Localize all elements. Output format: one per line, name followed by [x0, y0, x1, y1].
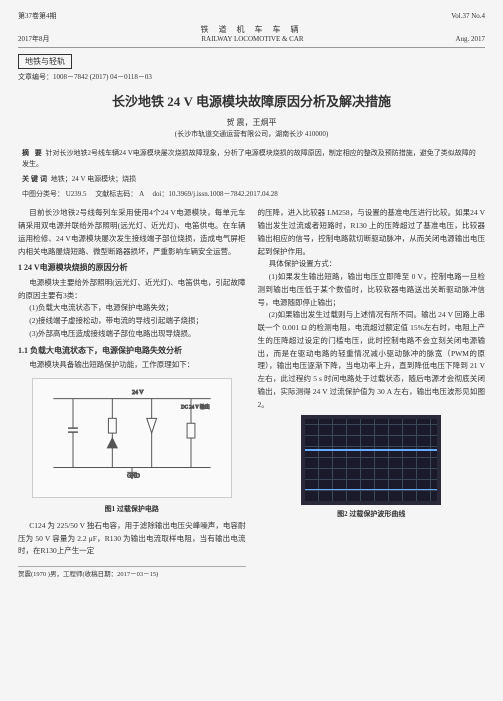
right-column: 的压降，进入比较器 LM258，与设置的基准电压进行比较。如果24 V输出发生过…	[258, 207, 486, 580]
figure-1-circuit: 24 V DC 24 V 输出 GND	[32, 378, 232, 498]
keywords: 关键词 地铁；24 V 电源模块；烧损	[18, 174, 485, 185]
classification-row: 中图分类号： U239.5 文献标志码： A doi：10.3969/j.iss…	[18, 190, 485, 200]
abstract-text: 针对长沙地铁2号线车辆24 V电源模块屡次烧损故障现象，分析了电源模块烧损的故障…	[22, 149, 476, 168]
category-tag: 地铁与轻轨	[18, 54, 72, 69]
section-1-1-heading: 1.1 负载大电流状态下，电源保护电路失效分析	[18, 344, 246, 358]
keywords-label: 关键词	[22, 175, 49, 183]
header-divider	[18, 47, 485, 48]
sec1-para: 电源模块主要给外部照明(远光灯、近光灯)、电笛供电，引起故障的原因主要有3类：	[18, 277, 246, 303]
author-footnote: 贺震(1970 )男，工程师(收稿日期：2017－03－15)	[18, 566, 246, 580]
doccode-label: 文献标志码：	[95, 190, 137, 198]
right-li2: (2)如果输出发生过载则与上述情况有所不同。输出 24 V 回路上串联一个 0.…	[258, 309, 486, 411]
date-en: Aug. 2017	[455, 35, 485, 45]
sec1-li1: (1)负载大电流状态下，电源保护电路失效；	[18, 302, 246, 315]
right-p1: 的压降，进入比较器 LM258，与设置的基准电压进行比较。如果24 V输出发生过…	[258, 207, 486, 258]
circuit-diagram-svg: 24 V DC 24 V 输出 GND	[33, 379, 231, 497]
date-cn: 2017年8月	[18, 35, 50, 45]
abstract: 摘 要 针对长沙地铁2号线车辆24 V电源模块屡次烧损故障现象，分析了电源模块烧…	[18, 148, 485, 170]
right-li1: (1)如果发生输出短路，输出电压立即降至 0 V，控制电路一旦检测到输出电压低于…	[258, 271, 486, 309]
clc-value: U239.5	[66, 190, 87, 198]
header-bottom: 2017年8月 RAILWAY LOCOMOTIVE & CAR Aug. 20…	[18, 35, 485, 45]
journal-title-cn: 铁 道 机 车 车 辆	[18, 24, 485, 35]
keywords-text: 地铁；24 V 电源模块；烧损	[51, 175, 136, 183]
doccode-value: A	[139, 190, 144, 198]
abstract-label: 摘 要	[22, 149, 44, 157]
sec1-li2: (2)接线端子虚接松动，带电流的导线引起端子烧损；	[18, 315, 246, 328]
header-top: 第37卷第4期 Vol.37 No.4	[18, 12, 485, 22]
sec1-li3: (3)外部高电压造成接线端子部位电路出现导烧损。	[18, 328, 246, 341]
clc-label: 中图分类号：	[22, 190, 64, 198]
section-1-heading: 1 24 V电源模块烧损的原因分析	[18, 261, 246, 275]
sec11-para2: C124 为 225/50 V 独石电容，用于滤除输出电压尖峰噪声，电容耐压为 …	[18, 520, 246, 558]
figure-2-caption: 图2 过载保护波形曲线	[258, 509, 486, 521]
oscilloscope-wave-baseline	[305, 489, 437, 490]
figure-1-caption: 图1 过载保护电路	[18, 504, 246, 516]
vol-issue-cn: 第37卷第4期	[18, 12, 57, 22]
paper-title: 长沙地铁 24 V 电源模块故障原因分析及解决措施	[18, 93, 485, 111]
figure-2-oscilloscope	[301, 415, 441, 505]
intro-para: 目前长沙地铁2号线每列车采用使用4个24 V电源模块，每单元车辆采用双电源并联给…	[18, 207, 246, 258]
circuit-label-24v: 24 V	[132, 390, 144, 396]
vol-en: Vol.37 No.4	[451, 12, 485, 22]
left-column: 目前长沙地铁2号线每列车采用使用4个24 V电源模块，每单元车辆采用双电源并联给…	[18, 207, 246, 580]
journal-title-en: RAILWAY LOCOMOTIVE & CAR	[50, 35, 456, 45]
sec11-para: 电源模块具备输出短路保护功能，工作原理如下：	[18, 359, 246, 372]
right-p2: 具体保护设置方式：	[258, 258, 486, 271]
circuit-label-dc: DC 24 V 输出	[181, 403, 210, 410]
document-number: 文章编号：1008－7842 (2017) 04－0118－03	[18, 73, 485, 83]
affiliation: (长沙市轨道交通运营有限公司，湖南长沙 410000)	[18, 130, 485, 140]
body-columns: 目前长沙地铁2号线每列车采用使用4个24 V电源模块，每单元车辆采用双电源并联给…	[18, 207, 485, 580]
circuit-label-gnd: GND	[127, 473, 141, 479]
authors: 贺 震，王炯平	[18, 117, 485, 128]
doi: doi：10.3969/j.issn.1008－7842.2017.04.28	[152, 190, 277, 198]
oscilloscope-wave-main	[305, 449, 437, 451]
